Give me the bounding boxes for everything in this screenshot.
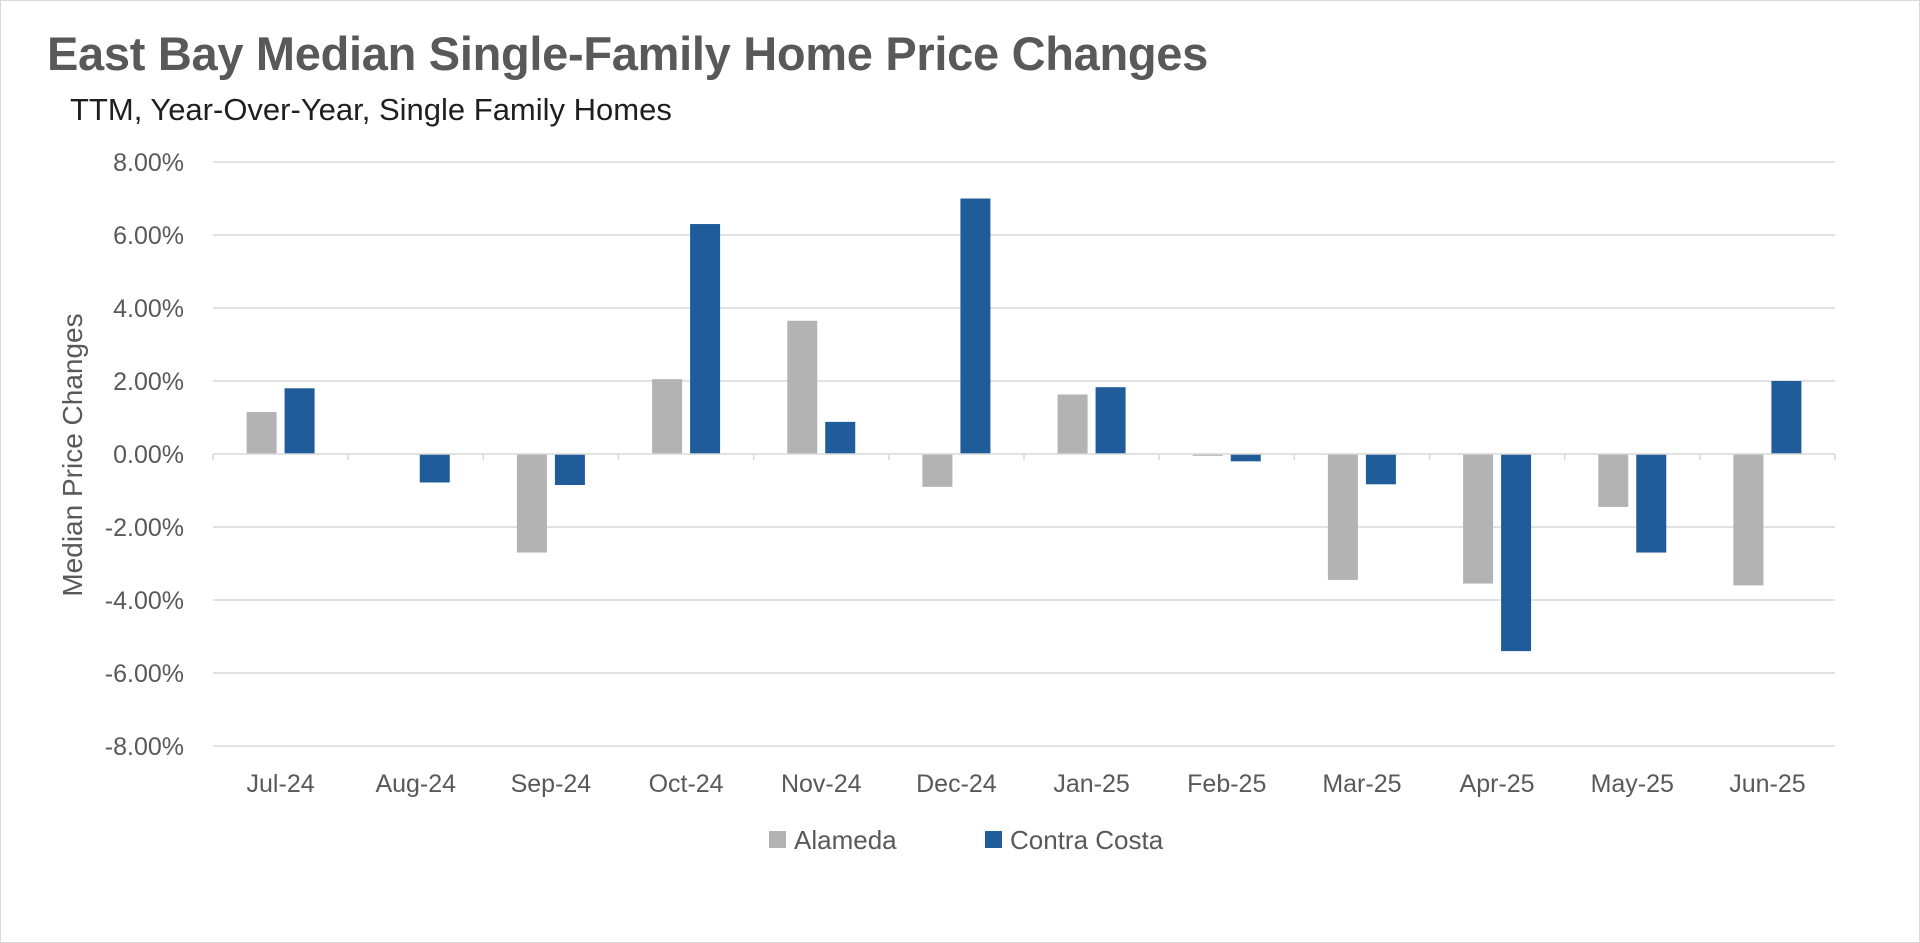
bar-alameda-dec-24 (922, 454, 953, 487)
y-tick-label: -4.00% (105, 587, 184, 615)
x-tick-label: May-25 (1591, 770, 1674, 798)
legend-swatch (985, 831, 1002, 848)
bar-contra-costa-jul-24 (284, 388, 315, 454)
x-tick-label: Dec-24 (916, 770, 997, 798)
gridlines (213, 161, 1835, 747)
x-tick-label: Jan-25 (1053, 770, 1129, 798)
bar-contra-costa-jun-25 (1771, 381, 1802, 454)
y-tick-label: 6.00% (113, 222, 184, 250)
x-tick-label: Aug-24 (375, 770, 456, 798)
bar-contra-costa-feb-25 (1230, 454, 1261, 462)
chart-subtitle: TTM, Year-Over-Year, Single Family Homes (70, 92, 672, 127)
chart-title: East Bay Median Single-Family Home Price… (47, 27, 1208, 80)
y-tick-label: 4.00% (113, 295, 184, 323)
bar-alameda-jan-25 (1057, 394, 1088, 454)
x-tick-label: Nov-24 (781, 770, 862, 798)
bar-contra-costa-aug-24 (419, 454, 450, 483)
x-tick-label: Oct-24 (649, 770, 724, 798)
bar-contra-costa-nov-24 (825, 421, 856, 454)
bar-alameda-mar-25 (1327, 454, 1358, 580)
y-tick-label: -6.00% (105, 660, 184, 688)
legend: Alameda Contra Costa (769, 825, 1164, 855)
bar-alameda-sep-24 (516, 454, 547, 553)
x-tick-label: Feb-25 (1187, 770, 1266, 798)
x-tick-label: Jul-24 (247, 770, 315, 798)
bar-contra-costa-dec-24 (960, 198, 991, 454)
bars (246, 198, 1802, 652)
legend-label: Contra Costa (1010, 825, 1164, 855)
bar-contra-costa-jan-25 (1095, 387, 1126, 454)
bar-alameda-oct-24 (652, 379, 683, 454)
legend-swatch (769, 831, 786, 848)
x-tick-label: Mar-25 (1322, 770, 1401, 798)
bar-alameda-apr-25 (1463, 454, 1494, 584)
bar-contra-costa-mar-25 (1365, 454, 1396, 485)
y-tick-label: 0.00% (113, 441, 184, 469)
y-axis-title: Median Price Changes (57, 313, 88, 596)
y-tick-label: -8.00% (105, 733, 184, 761)
legend-label: Alameda (794, 825, 897, 855)
bar-alameda-jun-25 (1733, 454, 1764, 586)
bar-alameda-jul-24 (246, 412, 277, 454)
bar-contra-costa-may-25 (1636, 454, 1667, 553)
bar-contra-costa-apr-25 (1501, 454, 1532, 652)
x-tick-label: Apr-25 (1460, 770, 1535, 798)
y-tick-label: 8.00% (113, 149, 184, 177)
bar-contra-costa-oct-24 (690, 224, 721, 454)
y-tick-label: 2.00% (113, 368, 184, 396)
bar-contra-costa-sep-24 (554, 454, 585, 486)
y-tick-label: -2.00% (105, 514, 184, 542)
x-axis-ticks: Jul-24 Aug-24 Sep-24 Oct-24 Nov-24 Dec-24 Jan-… (212, 454, 1836, 798)
bar-alameda-may-25 (1598, 454, 1629, 507)
x-tick-label: Jun-25 (1729, 770, 1805, 798)
y-axis-ticks: 8.00% 6.00% 4.00% 2.00% 0.00% -2.00% -4.00% -6.… (105, 149, 184, 761)
bar-alameda-feb-25 (1192, 454, 1223, 456)
bar-alameda-nov-24 (787, 320, 818, 454)
x-tick-label: Sep-24 (511, 770, 592, 798)
